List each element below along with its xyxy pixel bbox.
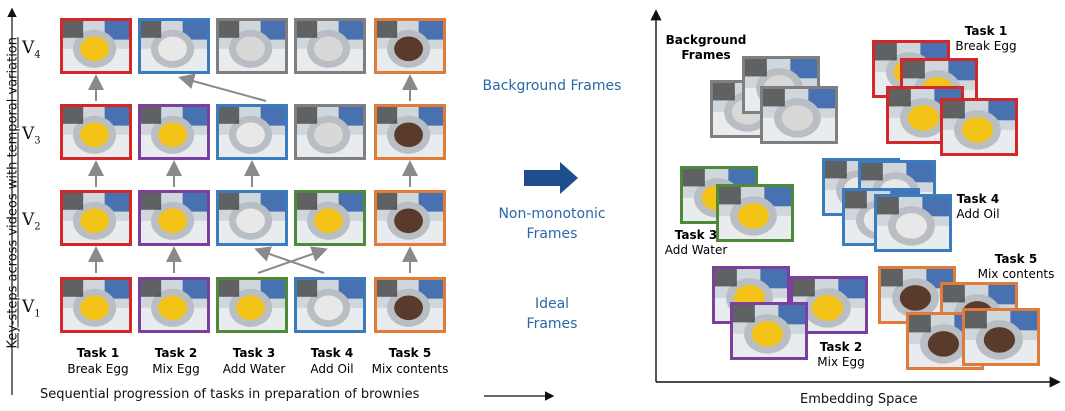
background-frames-label: Background Frames [482, 78, 622, 94]
row-label-v4: V4 [22, 38, 41, 61]
frame-v4-col1 [60, 18, 132, 74]
frame-v2-col1 [60, 190, 132, 246]
frame-v2-col3 [216, 190, 288, 246]
frame-v4-col3 [216, 18, 288, 74]
frame-v1-col2 [138, 277, 210, 333]
cluster-t4-frame-4 [874, 194, 952, 252]
cluster-t5-frame-4 [962, 308, 1040, 366]
left-y-axis-label: Key-steps across videos with temporal va… [5, 36, 21, 349]
frame-v3-col4 [294, 104, 366, 160]
task-label-4: Task 4 Add Oil [310, 346, 354, 376]
frame-v3-col3 [216, 104, 288, 160]
frame-v3-col5 [374, 104, 446, 160]
connector-v1-v2-cross-b [254, 246, 325, 274]
ideal-frames-label: Ideal Frames [526, 296, 578, 332]
left-x-axis-label: Sequential progression of tasks in prepa… [40, 387, 420, 402]
frame-v1-col4 [294, 277, 366, 333]
non-monotonic-frames-label: Non-monotonic Frames [498, 206, 606, 242]
cluster-t1-frame-4 [940, 98, 1018, 156]
cluster-label-task-2: Task 2 Mix Egg [817, 340, 865, 369]
cluster-label-task-5: Task 5 Mix contents [977, 252, 1055, 281]
connector-v3-v4-diag [178, 73, 267, 102]
cluster-t3-frame-2 [716, 184, 794, 242]
cluster-bg-frame-3 [760, 86, 838, 144]
task-label-2: Task 2 Mix Egg [152, 346, 200, 376]
cluster-label-task-3: Task 3 Add Water [664, 228, 728, 257]
cluster-t2-frame-2 [790, 276, 868, 334]
frame-grid [60, 18, 446, 333]
transform-arrow-icon [524, 162, 578, 194]
frame-v1-col3 [216, 277, 288, 333]
frame-v2-col5 [374, 190, 446, 246]
frame-v3-col2 [138, 104, 210, 160]
frame-v4-col5 [374, 18, 446, 74]
background-cluster-label: Background Frames [665, 33, 747, 62]
task-label-5: Task 5 Mix contents [371, 346, 449, 376]
frame-v1-col5 [374, 277, 446, 333]
frame-connectors [88, 73, 418, 274]
frame-v2-col4 [294, 190, 366, 246]
frame-v3-col1 [60, 104, 132, 160]
row-label-v3: V3 [22, 124, 41, 147]
task-label-1: Task 1 Break Egg [67, 346, 129, 376]
frame-v4-col2 [138, 18, 210, 74]
embedding-space-label: Embedding Space [800, 392, 918, 407]
row-label-v2: V2 [22, 210, 41, 233]
task-label-3: Task 3 Add Water [222, 346, 286, 376]
frame-v2-col2 [138, 190, 210, 246]
cluster-label-task-4: Task 4 Add Oil [956, 192, 1000, 221]
row-label-v1: V1 [22, 297, 41, 320]
cluster-label-task-1: Task 1 Break Egg [955, 24, 1017, 53]
frame-v4-col4 [294, 18, 366, 74]
cluster-t2-frame-3 [730, 302, 808, 360]
embedding-clusters [680, 40, 1040, 370]
frame-v1-col1 [60, 277, 132, 333]
